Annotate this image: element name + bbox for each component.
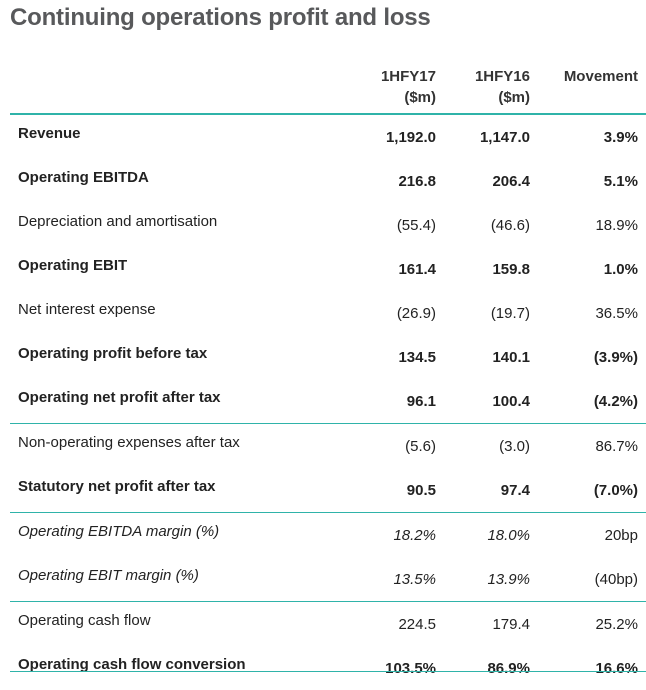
value-1hfy17: 134.5 (398, 349, 436, 366)
row-statutory-net-profit-after-tax: Statutory net profit after tax 90.5 97.4… (10, 468, 646, 513)
row-net-interest-expense: Net interest expense (26.9) (19.7) 36.5% (10, 291, 646, 335)
value-1hfy16: (19.7) (490, 305, 530, 322)
row-label: Operating EBITDA (18, 169, 149, 186)
value-1hfy17: 18.2% (393, 527, 436, 544)
row-operating-profit-before-tax: Operating profit before tax 134.5 140.1 … (10, 335, 646, 379)
header-1hfy16: 1HFY16 ($m) (475, 66, 530, 108)
value-1hfy16: 86.9% (487, 660, 530, 677)
value-movement: 5.1% (603, 173, 638, 190)
row-operating-ebit: Operating EBIT 161.4 159.8 1.0% (10, 247, 646, 291)
row-label: Net interest expense (18, 301, 156, 318)
row-non-operating-expenses-after-tax: Non-operating expenses after tax (5.6) (… (10, 424, 646, 468)
table-header: 1HFY17 ($m) 1HFY16 ($m) Movement (10, 62, 646, 115)
header-1hfy16-period: 1HFY16 (474, 68, 530, 85)
value-1hfy17: 96.1 (406, 393, 436, 410)
row-label: Operating EBITDA margin (%) (18, 523, 220, 540)
value-1hfy16: 206.4 (492, 173, 530, 190)
value-1hfy16: 100.4 (492, 393, 530, 410)
value-1hfy16: 140.1 (492, 349, 530, 366)
value-1hfy17: 1,192.0 (385, 129, 436, 146)
value-1hfy16: 18.0% (487, 527, 530, 544)
row-label: Operating cash flow conversion (18, 656, 246, 673)
row-operating-net-profit-after-tax: Operating net profit after tax 96.1 100.… (10, 379, 646, 424)
row-depreciation-amortisation: Depreciation and amortisation (55.4) (46… (10, 203, 646, 247)
value-1hfy16: (46.6) (490, 217, 530, 234)
row-operating-cash-flow: Operating cash flow 224.5 179.4 25.2% (10, 602, 646, 646)
value-movement: 18.9% (595, 217, 638, 234)
page-title: Continuing operations profit and loss (10, 4, 431, 31)
value-1hfy17: 224.5 (398, 616, 436, 633)
value-1hfy17: (5.6) (405, 438, 436, 455)
header-1hfy17-period: 1HFY17 (380, 68, 436, 85)
row-operating-ebit-margin: Operating EBIT margin (%) 13.5% 13.9% (4… (10, 557, 646, 602)
value-1hfy17: 161.4 (398, 261, 436, 278)
row-label: Depreciation and amortisation (18, 213, 218, 230)
value-movement: (40bp) (594, 571, 638, 588)
header-1hfy17: 1HFY17 ($m) (381, 66, 436, 108)
row-label: Operating cash flow (18, 612, 151, 629)
profit-loss-table: 1HFY17 ($m) 1HFY16 ($m) Movement Revenue… (10, 62, 646, 690)
header-1hfy16-unit: ($m) (498, 89, 530, 106)
value-movement: 16.6% (595, 660, 638, 677)
row-operating-ebitda-margin: Operating EBITDA margin (%) 18.2% 18.0% … (10, 513, 646, 557)
row-label: Revenue (18, 125, 81, 142)
row-label: Operating net profit after tax (18, 389, 221, 406)
header-movement: Movement (563, 68, 638, 85)
table-bottom-rule (10, 671, 646, 672)
value-movement: 86.7% (595, 438, 638, 455)
value-movement: (3.9%) (593, 349, 638, 366)
value-1hfy16: 179.4 (492, 616, 530, 633)
row-revenue: Revenue 1,192.0 1,147.0 3.9% (10, 115, 646, 159)
header-1hfy17-unit: ($m) (404, 89, 436, 106)
value-1hfy17: 103.5% (385, 660, 436, 677)
value-1hfy16: 1,147.0 (479, 129, 530, 146)
row-label: Operating EBIT margin (%) (18, 567, 199, 584)
value-movement: (7.0%) (593, 482, 638, 499)
row-label: Non-operating expenses after tax (18, 434, 240, 451)
row-operating-cash-flow-conversion: Operating cash flow conversion 103.5% 86… (10, 646, 646, 690)
value-1hfy17: (26.9) (396, 305, 436, 322)
row-label: Statutory net profit after tax (18, 478, 216, 495)
value-1hfy17: 13.5% (393, 571, 436, 588)
row-label: Operating EBIT (18, 257, 128, 274)
value-movement: (4.2%) (593, 393, 638, 410)
row-label: Operating profit before tax (18, 345, 208, 362)
value-movement: 1.0% (603, 261, 638, 278)
value-movement: 36.5% (595, 305, 638, 322)
row-operating-ebitda: Operating EBITDA 216.8 206.4 5.1% (10, 159, 646, 203)
value-1hfy16: 13.9% (487, 571, 530, 588)
value-movement: 25.2% (595, 616, 638, 633)
value-1hfy17: 216.8 (398, 173, 436, 190)
value-1hfy16: (3.0) (499, 438, 530, 455)
value-movement: 3.9% (603, 129, 638, 146)
value-1hfy16: 97.4 (500, 482, 530, 499)
value-1hfy16: 159.8 (492, 261, 530, 278)
value-1hfy17: (55.4) (396, 217, 436, 234)
value-1hfy17: 90.5 (406, 482, 436, 499)
value-movement: 20bp (604, 527, 638, 544)
